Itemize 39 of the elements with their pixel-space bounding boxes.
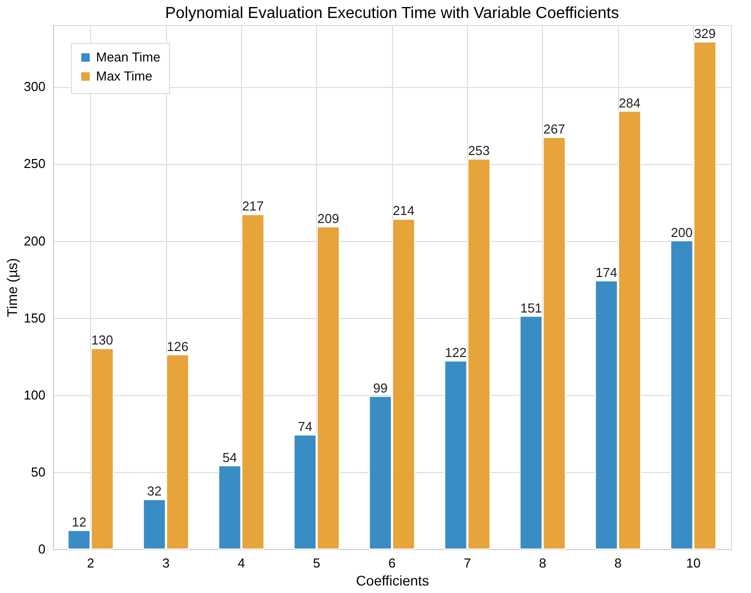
data-label: 122	[444, 344, 467, 360]
x-tick-label: 8	[539, 556, 546, 570]
data-label: 214	[392, 203, 414, 218]
data-label: 267	[543, 122, 566, 137]
data-label: 99	[373, 380, 388, 396]
data-label: 126	[166, 338, 188, 354]
x-tick-label: 8	[614, 556, 622, 570]
chart-title: Polynomial Evaluation Execution Time with Variable Coefficients	[165, 5, 619, 22]
y-axis-title: Time (µs)	[4, 258, 20, 317]
data-label: 54	[222, 450, 237, 465]
y-tick-label: 300	[24, 79, 46, 94]
y-tick-label: 200	[24, 233, 46, 248]
y-tick-label: 50	[31, 464, 46, 480]
data-label: 329	[694, 26, 716, 41]
legend-label: Mean Time	[96, 50, 160, 64]
data-label: 253	[468, 143, 490, 158]
data-label: 130	[91, 332, 114, 348]
y-tick-label: 0	[38, 542, 46, 556]
data-label: 151	[520, 300, 542, 316]
x-tick-label: 5	[313, 556, 320, 570]
y-tick-label: 150	[24, 310, 46, 326]
x-tick-label: 4	[238, 556, 245, 570]
data-label: 284	[618, 95, 640, 110]
x-tick-label: 2	[87, 556, 94, 570]
x-tick-label: 3	[162, 556, 170, 570]
y-tick-label: 250	[24, 156, 46, 172]
data-label: 217	[242, 198, 264, 214]
data-label: 200	[670, 224, 693, 240]
y-tick-label: 100	[24, 387, 46, 402]
x-tick-label: 10	[686, 556, 701, 570]
data-label: 209	[317, 210, 340, 226]
data-label: 174	[596, 264, 618, 280]
data-label: 32	[147, 484, 162, 499]
x-tick-label: 6	[388, 556, 396, 570]
data-label: 12	[72, 514, 86, 530]
x-tick-label: 7	[464, 556, 471, 570]
legend-label: Max Time	[96, 68, 152, 84]
x-axis-title: Coefficients	[356, 572, 429, 588]
data-label: 74	[298, 418, 312, 434]
